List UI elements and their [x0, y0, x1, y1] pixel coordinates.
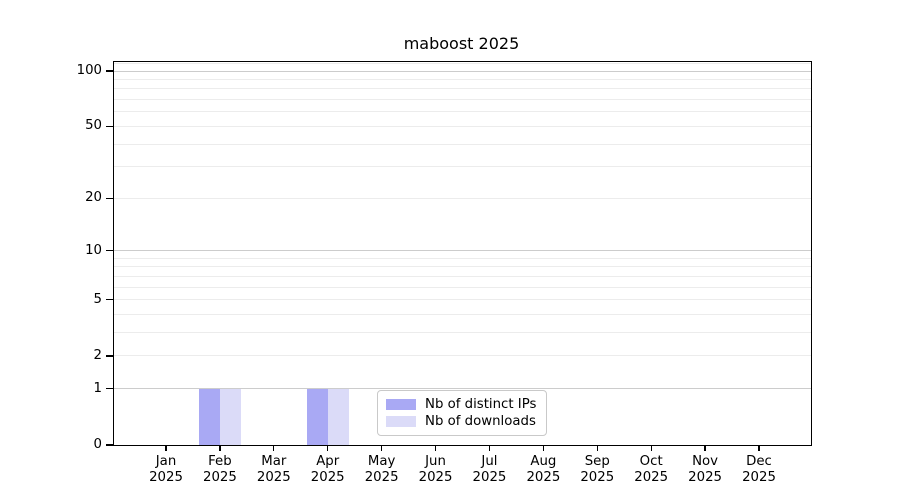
bar-distinct-ips-feb	[198, 388, 220, 445]
x-tick-label: Dec 2025	[728, 454, 790, 486]
x-tick-label: Jul 2025	[458, 454, 520, 486]
x-tick-year: 2025	[418, 470, 453, 485]
x-tick-year: 2025	[688, 470, 722, 485]
x-tick-label: Nov 2025	[674, 454, 736, 486]
legend: Nb of distinct IPs Nb of downloads	[377, 390, 547, 436]
gridline-minor	[114, 79, 811, 81]
x-tick-mark	[165, 446, 167, 451]
legend-swatch-downloads	[386, 416, 416, 427]
y-tick-label: 50	[85, 118, 102, 134]
gridline-minor	[114, 62, 811, 64]
x-tick-mark	[488, 446, 491, 451]
x-tick-year: 2025	[742, 470, 776, 485]
legend-item-downloads: Nb of downloads	[386, 414, 536, 429]
plot-area: 0 1 2 5 10 20 50 100 Jan 2025 Feb 2025 Mar 2025 Apr 202…	[77, 61, 812, 485]
x-tick-mark	[380, 446, 383, 451]
x-tick-month: Nov	[692, 454, 719, 469]
x-tick-year: 2025	[310, 470, 345, 485]
gridline-minor	[114, 299, 811, 301]
legend-label-distinct-ips: Nb of distinct IPs	[425, 397, 537, 412]
gridline-minor	[114, 276, 811, 278]
y-tick-label: 0	[93, 437, 102, 452]
x-tick-label: May 2025	[351, 454, 413, 486]
y-tick-label: 100	[76, 63, 102, 79]
x-tick-year: 2025	[634, 470, 669, 485]
y-tick-mark	[106, 250, 113, 252]
x-tick-month: Oct	[639, 454, 663, 469]
gridline-minor	[114, 314, 811, 316]
y-tick-mark	[106, 299, 113, 301]
y-tick-label: 2	[93, 347, 102, 363]
gridline-minor	[114, 125, 811, 127]
x-tick-label: Mar 2025	[243, 454, 305, 486]
x-tick-label: Aug 2025	[512, 454, 574, 486]
x-tick-month: Apr	[316, 454, 340, 469]
x-tick-year: 2025	[149, 470, 183, 485]
gridline-minor	[114, 266, 811, 268]
x-tick-month: Aug	[530, 454, 557, 469]
gridline-minor	[114, 257, 811, 259]
x-tick-label: Oct 2025	[620, 454, 682, 486]
gridline-minor	[114, 111, 811, 113]
gridline-major	[114, 388, 811, 390]
y-tick-label: 5	[93, 291, 102, 307]
x-tick-year: 2025	[472, 470, 507, 485]
x-tick-month: Sep	[584, 454, 610, 469]
x-tick-mark	[650, 446, 652, 451]
x-tick-mark	[596, 446, 598, 451]
x-tick-mark	[758, 446, 760, 451]
bar-distinct-ips-apr	[306, 388, 328, 445]
x-tick-year: 2025	[256, 470, 291, 485]
gridline-minor	[114, 166, 811, 168]
legend-swatch-distinct-ips	[386, 399, 416, 410]
y-tick-label: 10	[85, 242, 102, 258]
y-tick-mark	[106, 444, 113, 446]
gridline-minor	[114, 332, 811, 334]
chart-title: maboost 2025	[403, 34, 520, 53]
x-tick-month: Jan	[155, 454, 177, 469]
gridline-minor	[114, 99, 811, 101]
x-tick-year: 2025	[364, 470, 399, 485]
gridline-minor	[114, 88, 811, 90]
x-tick-mark	[273, 446, 275, 451]
x-tick-mark	[704, 446, 706, 451]
gridline-minor	[114, 355, 811, 357]
x-tick-year: 2025	[526, 470, 561, 485]
bar-downloads-apr	[327, 388, 349, 445]
x-tick-mark	[434, 446, 437, 451]
x-tick-mark	[327, 446, 329, 451]
y-tick-mark	[106, 355, 113, 357]
x-tick-month: Dec	[746, 454, 772, 469]
x-tick-mark	[219, 446, 221, 451]
x-tick-label: Jun 2025	[405, 454, 467, 486]
x-tick-month: May	[367, 454, 396, 469]
y-tick-mark	[106, 125, 113, 128]
y-tick-label: 20	[85, 190, 102, 206]
x-tick-year: 2025	[202, 470, 237, 485]
gridline-minor	[114, 286, 811, 288]
gridline-major	[114, 250, 811, 252]
x-tick-month: Jul	[481, 454, 498, 469]
x-tick-label: Sep 2025	[566, 454, 628, 486]
legend-item-distinct-ips: Nb of distinct IPs	[386, 397, 536, 412]
y-tick-mark	[106, 70, 113, 72]
x-tick-month: Feb	[208, 454, 232, 469]
x-tick-label: Jan 2025	[135, 454, 197, 486]
x-tick-label: Feb 2025	[189, 454, 251, 486]
bar-downloads-feb	[219, 388, 241, 445]
y-tick-label: 1	[93, 380, 102, 396]
x-tick-year: 2025	[580, 470, 615, 485]
gridline-minor	[114, 197, 811, 199]
x-tick-label: Apr 2025	[297, 454, 359, 486]
y-tick-mark	[106, 197, 113, 199]
x-tick-mark	[542, 446, 544, 451]
gridline-minor	[114, 143, 811, 145]
gridline-major	[114, 70, 811, 72]
x-tick-month: Mar	[261, 454, 287, 469]
legend-label-downloads: Nb of downloads	[425, 414, 536, 429]
x-tick-month: Jun	[425, 454, 446, 469]
y-tick-mark	[106, 388, 113, 390]
